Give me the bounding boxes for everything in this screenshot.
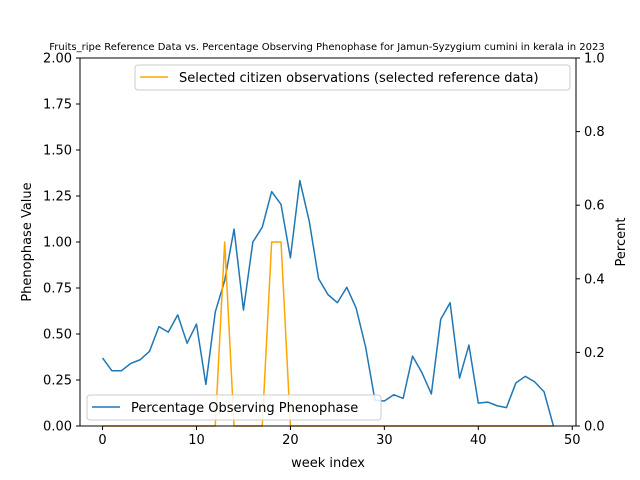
x-tick-label: 30 bbox=[376, 433, 393, 448]
plot-area bbox=[101, 179, 555, 427]
legend-label-reference: Selected citizen observations (selected … bbox=[179, 71, 539, 86]
y-left-tick-label: 1.75 bbox=[43, 98, 72, 113]
y-left-tick-label: 1.00 bbox=[43, 236, 72, 251]
y-right-tick-label: 1.0 bbox=[584, 52, 605, 67]
y-right-tick-label: 0.6 bbox=[584, 199, 605, 214]
legend-label-percentage: Percentage Observing Phenophase bbox=[131, 401, 358, 416]
chart-title: Fruits_ripe Reference Data vs. Percentag… bbox=[49, 42, 605, 53]
y-left-tick-label: 0.25 bbox=[43, 374, 72, 389]
y-axis-right-label: Percent bbox=[614, 218, 629, 267]
plot-frame bbox=[79, 57, 577, 427]
y-axis-right: 0.0 0.2 0.4 0.6 0.8 1.0 bbox=[576, 52, 605, 435]
x-axis-label: week index bbox=[291, 456, 365, 471]
y-right-tick-label: 0.0 bbox=[584, 420, 605, 435]
y-left-tick-label: 1.50 bbox=[43, 144, 72, 159]
y-left-tick-label: 1.25 bbox=[43, 190, 72, 205]
legend-bottom-box bbox=[86, 394, 382, 421]
y-right-tick-label: 0.2 bbox=[584, 346, 605, 361]
x-axis: 0 10 20 30 40 50 bbox=[98, 426, 581, 448]
y-axis-left-label: Phenophase Value bbox=[20, 182, 35, 301]
y-left-tick-label: 0.50 bbox=[43, 328, 72, 343]
x-tick-label: 10 bbox=[188, 433, 205, 448]
legend-top-box bbox=[134, 64, 571, 91]
y-left-tick-label: 2.00 bbox=[43, 52, 72, 67]
y-right-tick-label: 0.4 bbox=[584, 272, 605, 287]
legend-top: Selected citizen observations (selected … bbox=[134, 64, 571, 91]
x-tick-label: 50 bbox=[564, 433, 581, 448]
series-line-percentage bbox=[101, 179, 555, 427]
x-tick-label: 40 bbox=[470, 433, 487, 448]
y-axis-left: 0.00 0.25 0.50 0.75 1.00 1.25 1.50 1.75 2.00 bbox=[43, 52, 80, 435]
y-left-tick-label: 0.00 bbox=[43, 420, 72, 435]
x-tick-label: 20 bbox=[282, 433, 299, 448]
legend-bottom: Percentage Observing Phenophase bbox=[86, 394, 382, 421]
y-right-tick-label: 0.8 bbox=[584, 125, 605, 140]
y-left-tick-label: 0.75 bbox=[43, 282, 72, 297]
x-tick-label: 0 bbox=[98, 433, 106, 448]
